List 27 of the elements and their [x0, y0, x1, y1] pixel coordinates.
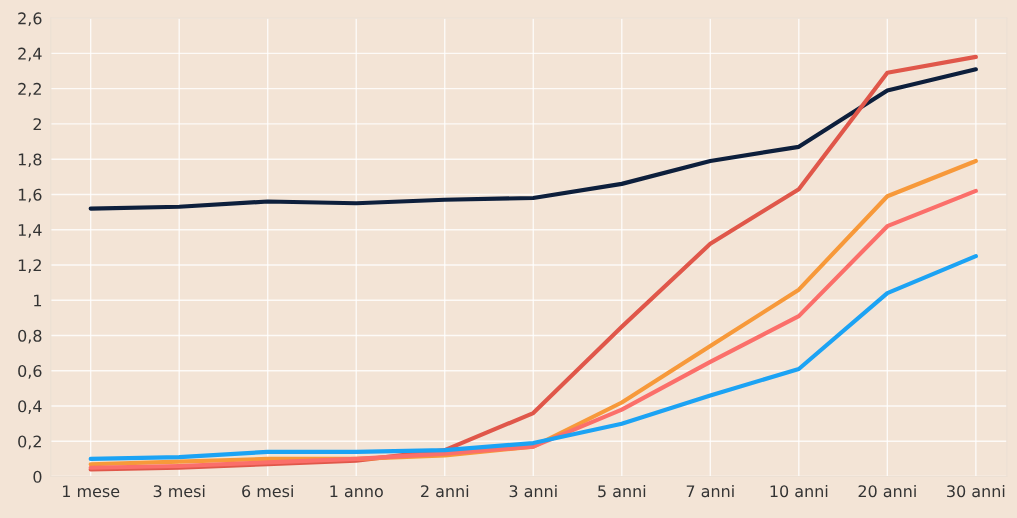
y-tick-label: 1,6	[18, 188, 42, 203]
x-tick-label: 20 anni	[858, 484, 916, 498]
x-tick-label: 1 anno	[330, 485, 383, 498]
y-tick-label: 2,2	[18, 82, 41, 97]
y-tick-label: 0,2	[18, 435, 41, 450]
y-tick-label: 0,4	[18, 400, 42, 414]
y-tick-label: 2,4	[18, 47, 42, 62]
x-tick-label: 30 anni	[947, 484, 1005, 498]
y-tick-label: 2	[33, 118, 41, 130]
y-tick-label: 0,8	[18, 329, 42, 344]
x-tick-label: 5 anni	[598, 484, 646, 498]
x-tick-label: 3 anni	[509, 484, 557, 498]
line-series	[88, 254, 978, 462]
x-tick-label: 6 mesi	[242, 484, 293, 498]
x-tick-label: 1 mese	[63, 485, 120, 498]
x-tick-label: 7 anni	[686, 484, 734, 498]
y-tick-label: 1,2	[18, 259, 41, 273]
x-tick-label: 10 anni	[770, 484, 828, 498]
x-tick-label: 2 anni	[421, 484, 469, 498]
line-series	[88, 67, 978, 211]
x-tick-label: 3 mesi	[153, 484, 205, 498]
y-tick-label: 2,6	[18, 12, 42, 27]
y-tick-label: 1,4	[18, 224, 42, 238]
y-tick-label: 1,8	[18, 153, 42, 168]
y-tick-label: 0,6	[18, 364, 42, 379]
y-tick-label: 0	[33, 470, 42, 483]
y-tick-label: 1	[34, 294, 42, 307]
